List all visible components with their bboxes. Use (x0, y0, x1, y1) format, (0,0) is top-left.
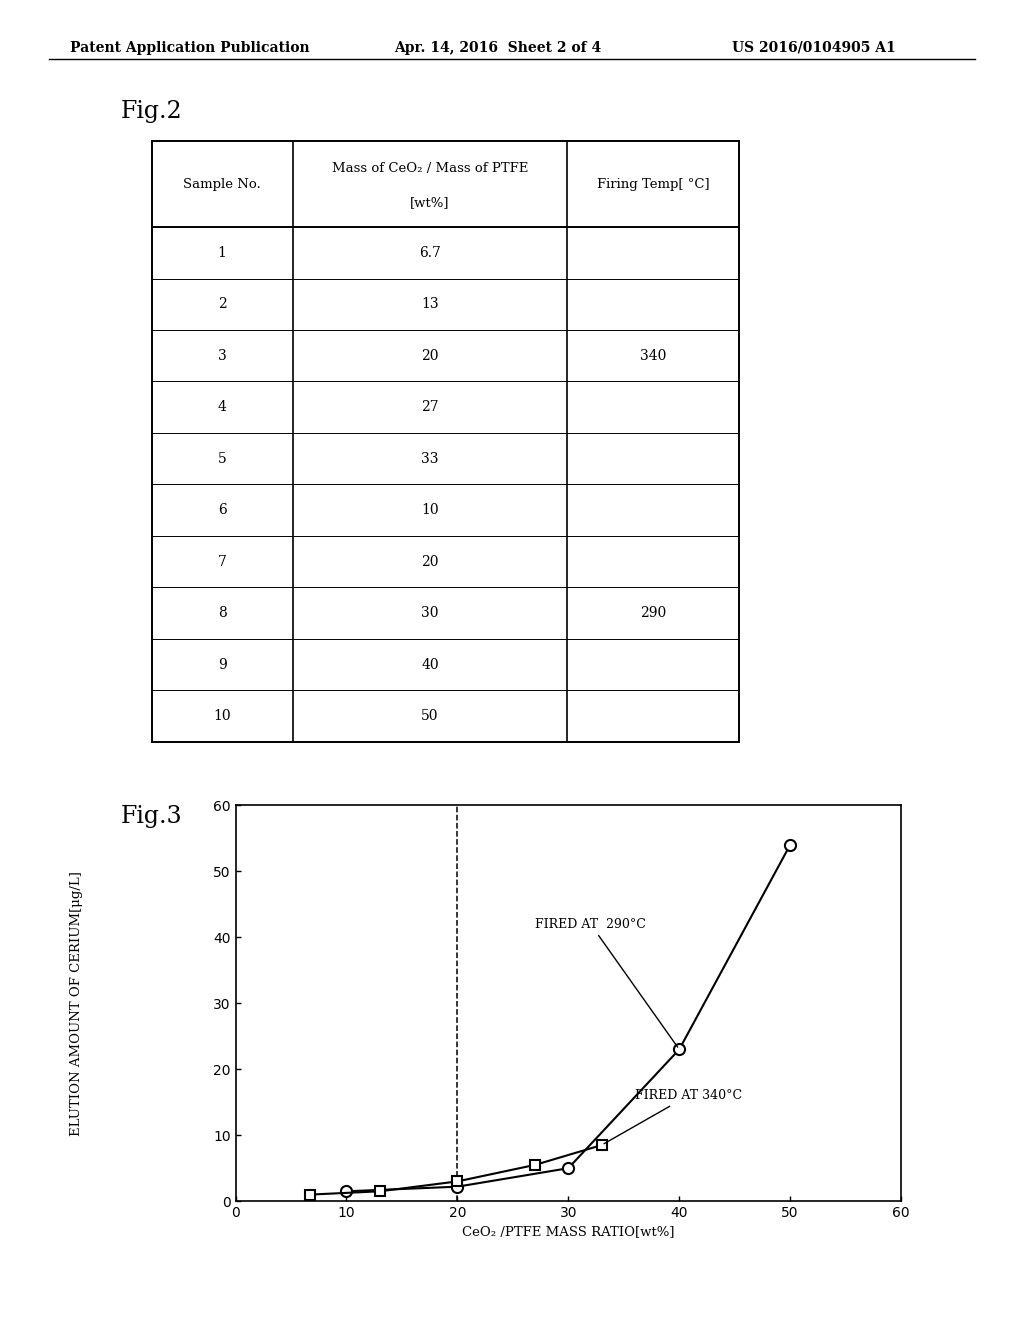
Text: 5: 5 (218, 451, 226, 466)
Text: 33: 33 (421, 451, 439, 466)
Text: Mass of CeO₂ / Mass of PTFE: Mass of CeO₂ / Mass of PTFE (332, 162, 528, 174)
Text: 20: 20 (421, 348, 439, 363)
Text: US 2016/0104905 A1: US 2016/0104905 A1 (732, 41, 896, 55)
Text: 3: 3 (218, 348, 226, 363)
Text: 290: 290 (640, 606, 667, 620)
Text: Patent Application Publication: Patent Application Publication (70, 41, 309, 55)
Text: 9: 9 (218, 657, 226, 672)
Text: 27: 27 (421, 400, 439, 414)
Text: [wt%]: [wt%] (411, 197, 450, 209)
Text: Apr. 14, 2016  Sheet 2 of 4: Apr. 14, 2016 Sheet 2 of 4 (394, 41, 601, 55)
Text: 10: 10 (421, 503, 439, 517)
Text: 50: 50 (421, 709, 439, 723)
Text: Sample No.: Sample No. (183, 178, 261, 190)
Text: 40: 40 (421, 657, 439, 672)
Text: 20: 20 (421, 554, 439, 569)
Text: 1: 1 (218, 246, 226, 260)
Text: Firing Temp[ °C]: Firing Temp[ °C] (597, 178, 710, 190)
Text: FIRED AT  290°C: FIRED AT 290°C (535, 917, 678, 1047)
Text: 8: 8 (218, 606, 226, 620)
Text: 30: 30 (421, 606, 439, 620)
Text: 2: 2 (218, 297, 226, 312)
Text: 13: 13 (421, 297, 439, 312)
Text: Fig.3: Fig.3 (121, 805, 182, 828)
X-axis label: CeO₂ /PTFE MASS RATIO[wt%]: CeO₂ /PTFE MASS RATIO[wt%] (462, 1225, 675, 1238)
Text: 340: 340 (640, 348, 667, 363)
Text: 6: 6 (218, 503, 226, 517)
Text: 4: 4 (218, 400, 226, 414)
Text: ELUTION AMOUNT OF CERIUM[μg/L]: ELUTION AMOUNT OF CERIUM[μg/L] (71, 871, 83, 1135)
Text: 10: 10 (213, 709, 231, 723)
Text: Fig.2: Fig.2 (121, 100, 182, 123)
Text: FIRED AT 340°C: FIRED AT 340°C (604, 1089, 742, 1143)
Text: 6.7: 6.7 (419, 246, 441, 260)
Text: 7: 7 (218, 554, 226, 569)
